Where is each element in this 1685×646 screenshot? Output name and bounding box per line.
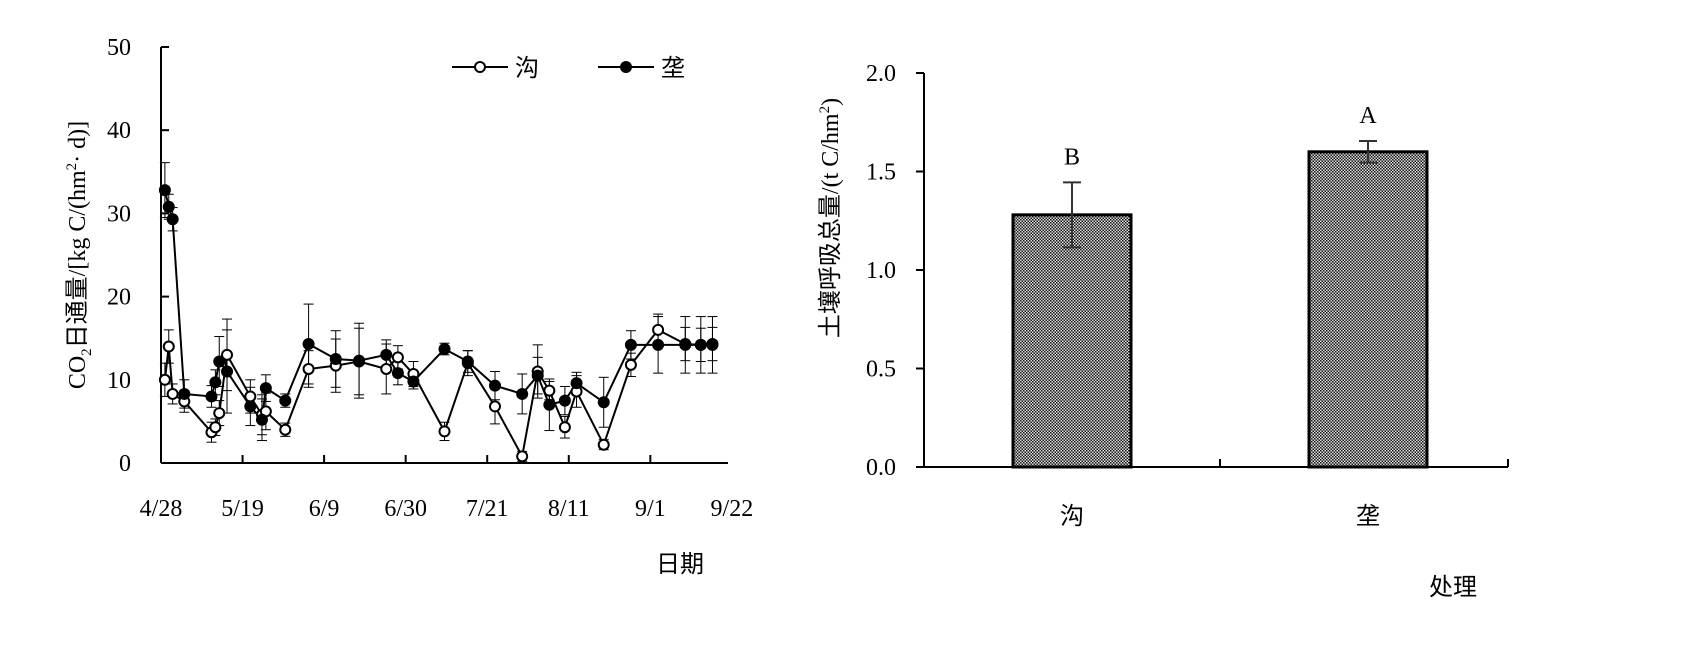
data-point xyxy=(516,387,529,400)
data-point xyxy=(302,362,315,375)
legend-marker-gou xyxy=(474,61,486,73)
line-chart-y-tick-label: 0 xyxy=(119,451,131,477)
line-chart-y-tick-label: 40 xyxy=(107,118,131,144)
line-chart-x-tick-label: 6/9 xyxy=(309,496,340,522)
legend-label-long: 垄 xyxy=(661,55,685,82)
legend-label-gou: 沟 xyxy=(515,55,539,82)
significance-letter: A xyxy=(1359,103,1377,129)
data-point xyxy=(221,365,234,378)
line-chart-y-tick-label: 30 xyxy=(107,201,131,227)
data-point xyxy=(679,338,692,351)
data-point xyxy=(213,355,226,368)
data-point xyxy=(302,338,315,351)
line-chart: 0 10 20 30 40 50 4/28 5/19 6/9 6/30 7/21 8/11 9/1 9/… xyxy=(64,35,753,578)
data-point xyxy=(597,396,610,409)
data-point xyxy=(391,351,404,364)
data-point xyxy=(353,354,366,367)
line-chart-x-axis-title: 日期 xyxy=(656,552,704,578)
data-point xyxy=(488,379,501,392)
data-point xyxy=(166,387,179,400)
bar-chart-y-tick-label: 2.0 xyxy=(866,61,896,87)
line-chart-y-axis-title: CO2日通量/[kg C/(hm2· d)] xyxy=(64,121,95,389)
bar xyxy=(1307,150,1429,469)
line-chart-y-tick-label: 50 xyxy=(107,35,131,61)
data-point xyxy=(162,340,175,353)
data-point xyxy=(461,355,474,368)
data-point xyxy=(221,348,234,361)
data-point xyxy=(259,382,272,395)
data-point xyxy=(279,394,292,407)
data-point xyxy=(438,425,451,438)
bar-chart: BA 0.00.51.01.52.0 沟垄 土壤呼吸总量/(t C/hm2) 处… xyxy=(817,61,1509,601)
data-point xyxy=(558,394,571,407)
data-point xyxy=(380,348,393,361)
line-chart-legend: 沟 垄 xyxy=(452,55,685,82)
series-1-error-bars xyxy=(159,162,718,442)
data-point xyxy=(531,369,544,382)
bar xyxy=(1011,213,1133,469)
line-chart-x-tick-label: 9/22 xyxy=(711,496,754,522)
data-point xyxy=(380,362,393,375)
line-chart-series xyxy=(158,162,719,463)
bar-chart-y-tick-label: 0.0 xyxy=(866,455,896,481)
bar-chart-x-ticks: 沟垄 xyxy=(1060,459,1509,530)
data-point xyxy=(694,338,707,351)
bar-chart-y-axis-title: 土壤呼吸总量/(t C/hm2) xyxy=(817,98,844,338)
bar-chart-category-label: 沟 xyxy=(1060,503,1084,530)
data-point xyxy=(255,413,268,426)
data-point xyxy=(329,353,342,365)
significance-letter: B xyxy=(1064,144,1080,170)
line-chart-x-tick-label: 6/30 xyxy=(384,496,427,522)
line-chart-x-tick-label: 7/21 xyxy=(466,496,509,522)
bar-chart-y-tick-label: 1.5 xyxy=(866,160,896,186)
line-chart-x-tick-label: 8/11 xyxy=(548,496,590,522)
data-point xyxy=(624,338,637,351)
line-chart-x-ticks: 4/28 5/19 6/9 6/30 7/21 8/11 9/1 9/22 xyxy=(140,455,754,522)
bar-chart-y-ticks: 0.0 0.5 1.0 1.5 2.0 xyxy=(866,61,924,481)
data-point xyxy=(652,338,665,351)
data-point xyxy=(391,367,404,380)
series-0-error-bars xyxy=(159,313,718,462)
data-point xyxy=(244,400,257,413)
line-chart-y-ticks: 0 10 20 30 40 50 xyxy=(107,35,169,477)
data-point xyxy=(158,373,171,386)
bar-chart-bars: BA xyxy=(1011,103,1429,469)
series-1-points xyxy=(158,184,719,426)
data-point xyxy=(543,398,556,411)
data-point xyxy=(706,338,719,351)
data-point xyxy=(516,450,529,463)
data-point xyxy=(162,200,175,213)
data-point xyxy=(158,184,171,197)
data-point xyxy=(652,323,665,336)
data-point xyxy=(178,387,191,400)
line-chart-y-tick-label: 20 xyxy=(107,285,131,311)
data-point xyxy=(205,390,218,403)
line-chart-x-tick-label: 4/28 xyxy=(140,496,183,522)
legend-marker-long xyxy=(620,61,632,73)
data-point xyxy=(570,377,583,390)
data-point xyxy=(597,438,610,451)
data-point xyxy=(166,213,179,226)
data-point xyxy=(624,358,637,371)
data-point xyxy=(543,384,556,397)
bar-chart-y-tick-label: 0.5 xyxy=(866,357,896,383)
data-point xyxy=(438,343,451,356)
series-line-long xyxy=(163,189,713,423)
data-point xyxy=(279,423,292,436)
bar-chart-category-label: 垄 xyxy=(1356,503,1380,530)
data-point xyxy=(209,376,222,389)
data-point xyxy=(407,375,420,388)
bar-chart-x-axis-title: 处理 xyxy=(1429,574,1477,601)
line-chart-y-tick-label: 10 xyxy=(107,368,131,394)
bar-chart-y-tick-label: 1.0 xyxy=(866,258,896,284)
data-point xyxy=(209,421,222,434)
line-chart-x-tick-label: 9/1 xyxy=(635,496,666,522)
data-point xyxy=(244,390,257,403)
line-chart-x-tick-label: 5/19 xyxy=(221,496,264,522)
data-point xyxy=(558,421,571,434)
data-point xyxy=(488,400,501,413)
data-point xyxy=(213,407,226,420)
